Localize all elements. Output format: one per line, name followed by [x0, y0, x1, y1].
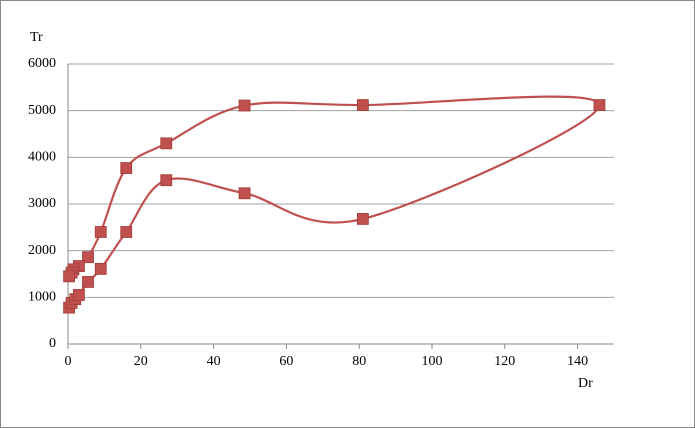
y-tick-label: 5000 [28, 103, 56, 118]
marker [120, 226, 133, 238]
marker [356, 213, 369, 225]
marker [94, 226, 107, 238]
x-tick-label: 120 [494, 354, 515, 369]
y-tick-label: 4000 [28, 150, 56, 165]
x-tick-label: 0 [65, 354, 72, 369]
y-tick-label: 2000 [28, 243, 56, 258]
marker [82, 251, 94, 264]
marker [593, 99, 606, 111]
y-tick-label: 1000 [28, 290, 56, 305]
marker [160, 174, 173, 187]
marker [94, 262, 107, 275]
x-tick-label: 40 [207, 354, 221, 369]
x-tick-label: 100 [422, 354, 443, 369]
marker [238, 99, 251, 112]
y-tick-label: 6000 [28, 56, 56, 71]
x-axis-label: Dr [578, 376, 593, 391]
marker [63, 270, 75, 283]
marker [160, 137, 173, 150]
y-tick-label: 0 [49, 336, 56, 351]
x-tick-label: 80 [352, 354, 366, 369]
y-axis-label: Tr [30, 30, 43, 45]
marker [238, 187, 251, 200]
x-tick-label: 140 [567, 354, 588, 369]
marker [356, 99, 369, 111]
x-tick-label: 20 [134, 354, 148, 369]
marker [120, 162, 133, 174]
x-tick-label: 60 [279, 354, 293, 369]
y-tick-label: 3000 [28, 196, 56, 211]
marker [73, 289, 85, 301]
marker [82, 276, 94, 288]
